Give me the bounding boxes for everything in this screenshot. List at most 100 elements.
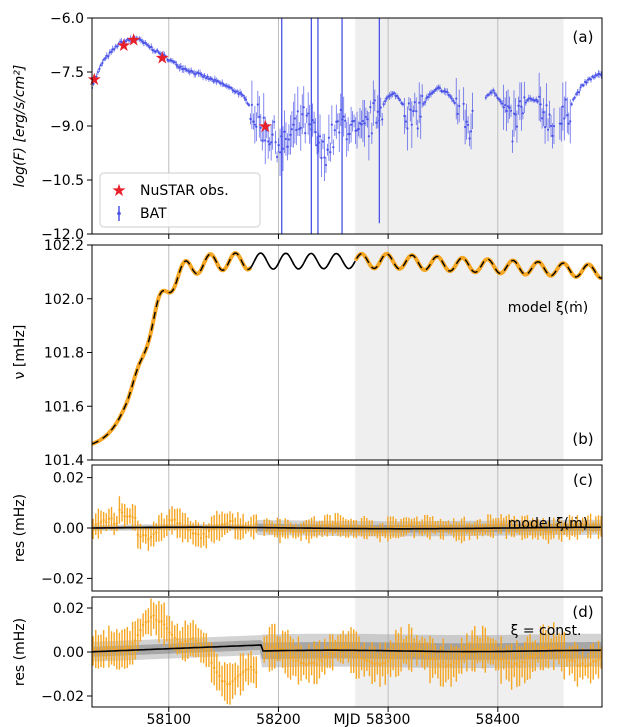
bat-point <box>449 95 452 98</box>
residual-point <box>197 641 200 644</box>
residual-point <box>149 616 153 619</box>
residual-point <box>592 660 595 663</box>
bat-point <box>345 138 348 141</box>
bat-point <box>191 70 194 74</box>
residual-point <box>134 516 137 520</box>
residual-point <box>489 524 492 527</box>
residual-point <box>444 665 448 668</box>
bat-point <box>292 123 295 126</box>
residual-point <box>394 652 398 655</box>
residual-point <box>241 670 245 674</box>
residual-point <box>326 524 329 527</box>
bat-point <box>201 75 205 78</box>
residual-point <box>191 532 195 535</box>
residual-point <box>326 655 329 659</box>
bat-point <box>213 78 216 81</box>
bat-point <box>327 136 331 139</box>
bat-point <box>314 131 317 134</box>
bat-point <box>173 61 177 64</box>
bat-point <box>392 91 396 95</box>
bat-point <box>548 113 551 116</box>
residual-point <box>194 532 197 535</box>
residual-point <box>520 660 524 664</box>
residual-point <box>131 641 134 645</box>
residual-point <box>110 646 113 650</box>
bat-point <box>275 155 279 159</box>
bat-point <box>321 140 325 143</box>
bat-point <box>471 109 474 112</box>
residual-point <box>405 524 408 528</box>
ytick-label-c: −0.02 <box>41 571 84 587</box>
residual-point <box>134 639 137 642</box>
residual-point <box>176 522 179 525</box>
bat-point <box>117 43 120 46</box>
ytick-label-a: −6.0 <box>50 11 84 27</box>
residual-point <box>194 639 197 643</box>
residual-point <box>436 525 440 528</box>
residual-point <box>165 524 168 527</box>
bat-point <box>204 77 208 80</box>
bat-point <box>311 118 314 122</box>
residual-point <box>144 620 147 624</box>
residual-point <box>428 658 432 661</box>
residual-point <box>486 648 490 651</box>
residual-point <box>536 528 540 531</box>
bat-point <box>536 100 539 103</box>
nu-model-dashed <box>92 252 602 445</box>
bat-point <box>271 133 274 136</box>
y-axis-label-b: ν [mHz] <box>12 325 28 380</box>
bat-point <box>450 97 453 100</box>
bat-point <box>572 98 575 101</box>
bat-point <box>116 45 119 48</box>
residual-point <box>518 528 521 531</box>
residual-point <box>112 522 116 526</box>
bat-point <box>184 67 187 70</box>
bat-point <box>563 117 566 120</box>
residual-point <box>410 523 413 526</box>
bat-point <box>206 75 209 78</box>
residual-point <box>463 652 466 656</box>
residual-point <box>599 656 602 660</box>
bat-point <box>289 133 292 136</box>
bat-point <box>101 61 104 65</box>
bat-point <box>330 123 333 126</box>
bat-point <box>381 118 384 121</box>
bat-point <box>293 117 296 120</box>
bat-point <box>194 73 197 76</box>
residual-point <box>99 521 103 524</box>
nustar-star: ★ <box>258 117 273 137</box>
residual-point <box>497 657 500 660</box>
bat-point <box>372 101 375 105</box>
bat-point <box>468 137 471 140</box>
residual-point <box>299 661 303 665</box>
residual-point <box>181 642 184 645</box>
panel-label-c: (c) <box>573 471 593 489</box>
bat-point <box>120 40 123 43</box>
residual-point <box>310 661 313 665</box>
shaded-region-a <box>355 18 564 234</box>
residual-point <box>107 517 111 521</box>
residual-point <box>444 525 448 528</box>
bat-point <box>418 101 421 104</box>
bat-point <box>159 52 162 55</box>
residual-point <box>502 522 505 525</box>
residual-point <box>460 529 463 533</box>
residual-point <box>297 659 300 662</box>
residual-point <box>165 627 168 630</box>
residual-point <box>207 653 211 656</box>
residual-point <box>357 656 361 659</box>
legend-label-bat: BAT <box>140 206 167 222</box>
bat-point <box>312 121 316 124</box>
residual-point <box>107 645 111 648</box>
residual-point <box>457 530 461 533</box>
residual-point <box>126 515 129 518</box>
residual-point <box>236 675 240 678</box>
residual-point <box>499 658 503 662</box>
xtick-label: 58100 <box>147 712 192 727</box>
bat-point <box>427 95 430 98</box>
residual-point <box>549 530 553 533</box>
residual-point <box>386 660 390 663</box>
bat-point <box>585 81 588 84</box>
bat-point <box>438 86 442 90</box>
